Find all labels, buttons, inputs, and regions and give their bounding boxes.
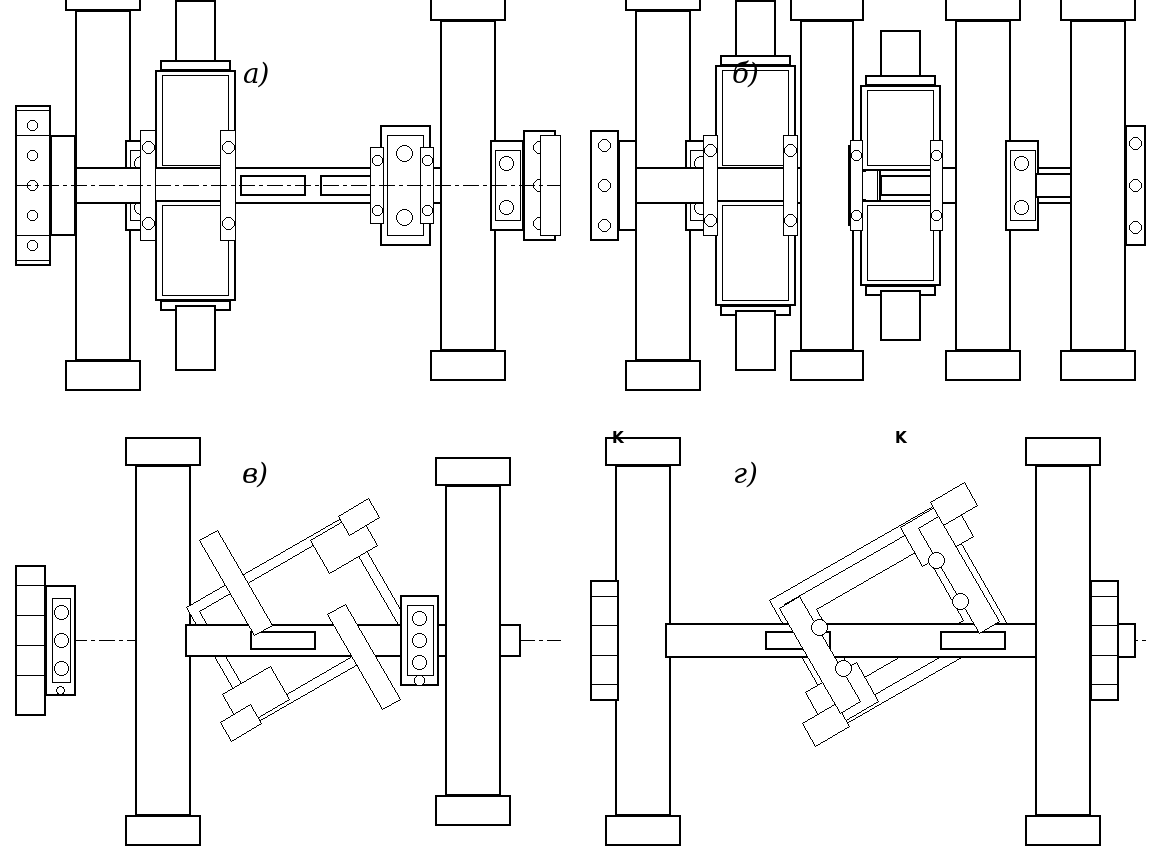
Text: б): б) <box>732 62 760 89</box>
Text: в): в) <box>242 462 268 489</box>
Text: а): а) <box>242 62 270 89</box>
Text: K: K <box>611 431 623 446</box>
Text: K: K <box>895 431 906 446</box>
Text: г): г) <box>733 462 758 489</box>
